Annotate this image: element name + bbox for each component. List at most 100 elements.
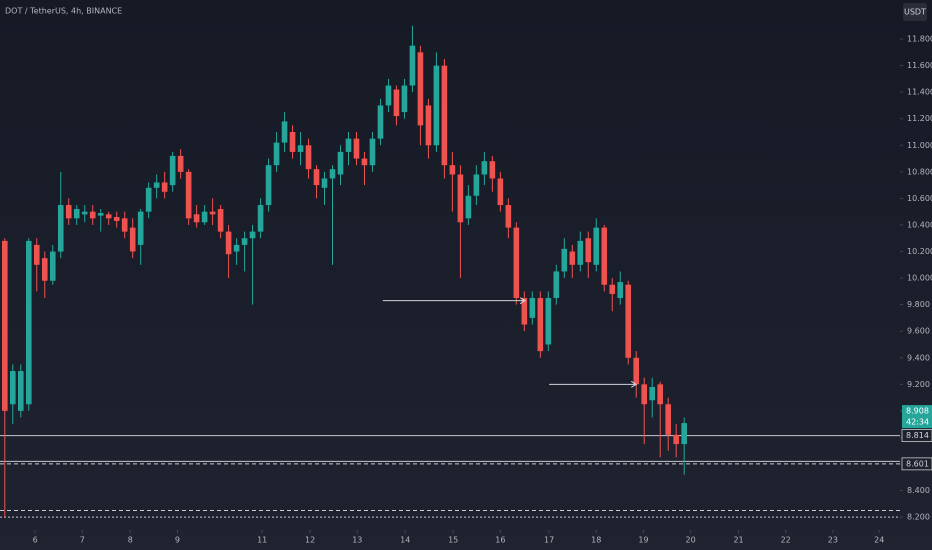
candle-body (153, 182, 160, 188)
candle-body (601, 227, 608, 285)
candle-body (241, 238, 248, 245)
candle-body (345, 138, 352, 152)
x-tick-label: 9 (175, 536, 180, 545)
candle-body (401, 85, 408, 113)
candle-body (633, 357, 640, 385)
x-tick-label: 11 (257, 536, 267, 545)
candle-body (25, 240, 32, 405)
y-tick-label: 10.000 (907, 274, 932, 283)
x-tick-label: 16 (495, 536, 505, 545)
x-tick-label: 20 (685, 536, 695, 545)
x-tick-label: 18 (591, 536, 601, 545)
candle-body (273, 142, 280, 166)
candle-body (177, 155, 184, 172)
price-label: 8.601 (906, 459, 929, 468)
candle-body (521, 298, 528, 325)
candle-body (33, 244, 40, 265)
candle-body (337, 151, 344, 175)
candle-body (225, 231, 232, 255)
y-tick-label: 11.600 (907, 61, 932, 70)
x-tick-label: 17 (544, 536, 554, 545)
candle-body (673, 434, 679, 445)
candle-body (473, 174, 480, 196)
candle-body (281, 121, 288, 143)
candle-body (369, 138, 376, 166)
candle-body (433, 65, 440, 146)
candle-body (353, 138, 360, 159)
price-label: 8.814 (906, 431, 929, 440)
candle-body (81, 211, 88, 215)
y-tick-label: 9.200 (907, 380, 930, 389)
chart-title: DOT / TetherUS, 4h, BINANCE (5, 7, 122, 16)
x-tick-label: 12 (305, 536, 315, 545)
y-tick-label: 10.400 (907, 220, 932, 229)
candle-body (137, 211, 144, 245)
candle-body (49, 251, 56, 281)
candle-body (161, 182, 168, 192)
currency-button[interactable] (903, 3, 927, 21)
candle-body (681, 423, 687, 445)
candle-body (145, 187, 152, 212)
candle-body (489, 161, 496, 179)
candle-body (529, 298, 536, 318)
candle-body (73, 209, 80, 219)
candle-body (265, 165, 272, 206)
candle-body (625, 284, 632, 358)
candle-body (505, 205, 512, 228)
y-tick-label: 9.800 (907, 300, 930, 309)
candle-body (1, 240, 8, 411)
current-price-box (902, 405, 932, 429)
candle-body (305, 145, 312, 170)
x-tick-label: 8 (128, 536, 133, 545)
candle-body (417, 52, 424, 126)
candle-body (65, 205, 72, 219)
candle-body (257, 205, 264, 232)
y-tick-label: 11.800 (907, 35, 932, 44)
candle-body (121, 218, 128, 232)
x-tick-label: 14 (400, 536, 410, 545)
candle-body (289, 132, 296, 152)
candle-body (449, 165, 456, 175)
x-tick-label: 19 (638, 536, 648, 545)
candle-body (385, 85, 392, 106)
arrow (549, 380, 638, 388)
candle-body (169, 155, 176, 186)
y-tick-label: 11.000 (907, 141, 932, 150)
x-tick-label: 13 (352, 536, 362, 545)
x-tick-label: 6 (33, 536, 38, 545)
candle-body (553, 271, 560, 299)
currency-button-label[interactable]: USDT (904, 8, 926, 17)
candle-body (209, 211, 216, 215)
arrow (382, 297, 527, 305)
y-tick-label: 9.600 (907, 327, 930, 336)
candle-body (193, 214, 200, 223)
candle-body (609, 284, 616, 295)
candle-body (9, 371, 16, 405)
candle-body (665, 404, 672, 435)
candle-body (97, 213, 104, 216)
y-tick-label: 11.200 (907, 114, 932, 123)
x-tick-label: 22 (781, 536, 791, 545)
x-tick-label: 7 (80, 536, 85, 545)
candle-body (297, 145, 304, 152)
y-tick-label: 10.800 (907, 167, 932, 176)
x-tick-label: 21 (733, 536, 743, 545)
candle-body (201, 211, 208, 223)
y-tick-label: 11.400 (907, 88, 932, 97)
candle-body (649, 386, 656, 401)
x-tick-label: 15 (448, 536, 458, 545)
candle-body (617, 282, 624, 299)
candle-body (569, 251, 576, 265)
candle-body (217, 209, 224, 232)
candle-body (657, 384, 664, 405)
candle-body (577, 240, 584, 265)
candle-body (249, 231, 256, 239)
x-tick-label: 23 (828, 536, 838, 545)
candle-body (113, 216, 120, 221)
candle-body (105, 214, 112, 219)
candle-body (561, 248, 568, 272)
candle-body (545, 298, 552, 345)
y-tick-label: 8.200 (907, 513, 930, 522)
